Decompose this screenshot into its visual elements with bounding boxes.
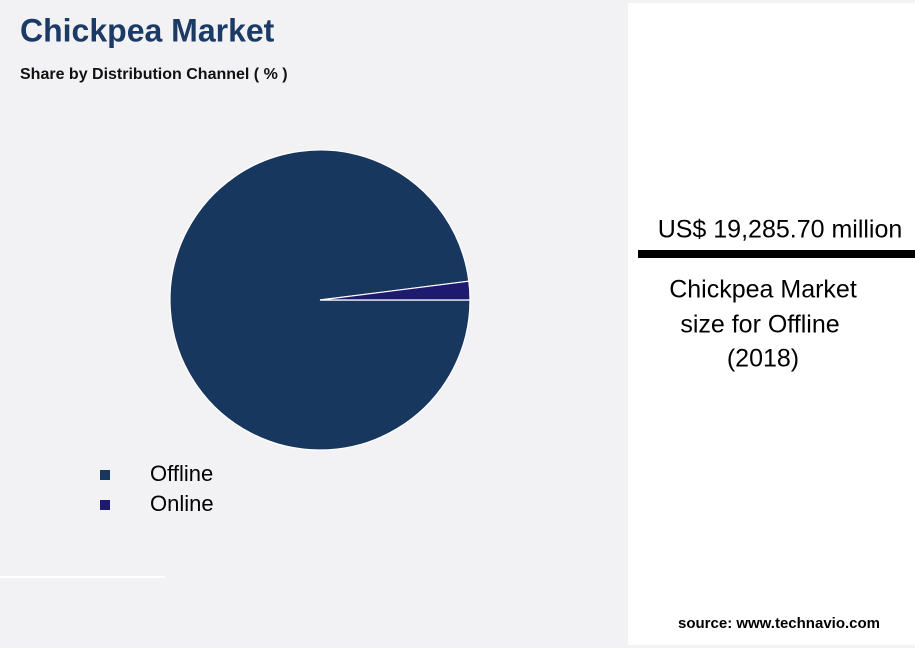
- highlight-caption: Chickpea Market: [669, 276, 857, 304]
- chart-subtitle: Share by Distribution Channel ( % ): [20, 66, 288, 83]
- legend-swatch: [100, 500, 110, 510]
- highlight-bar: [638, 250, 915, 258]
- highlight-caption: size for Offline: [680, 311, 839, 339]
- pie-slice: [319, 280, 471, 301]
- source: source: www.technavio.com: [678, 615, 880, 632]
- chart-title: Chickpea Market: [20, 12, 275, 48]
- legend-label: Offline: [150, 461, 213, 486]
- divider: [0, 576, 165, 578]
- side-panel: [628, 3, 915, 645]
- highlight-caption: (2018): [727, 345, 799, 373]
- legend-label: Online: [150, 491, 214, 516]
- highlight-value: US$ 19,285.70 million: [658, 216, 903, 244]
- legend-swatch: [100, 470, 110, 480]
